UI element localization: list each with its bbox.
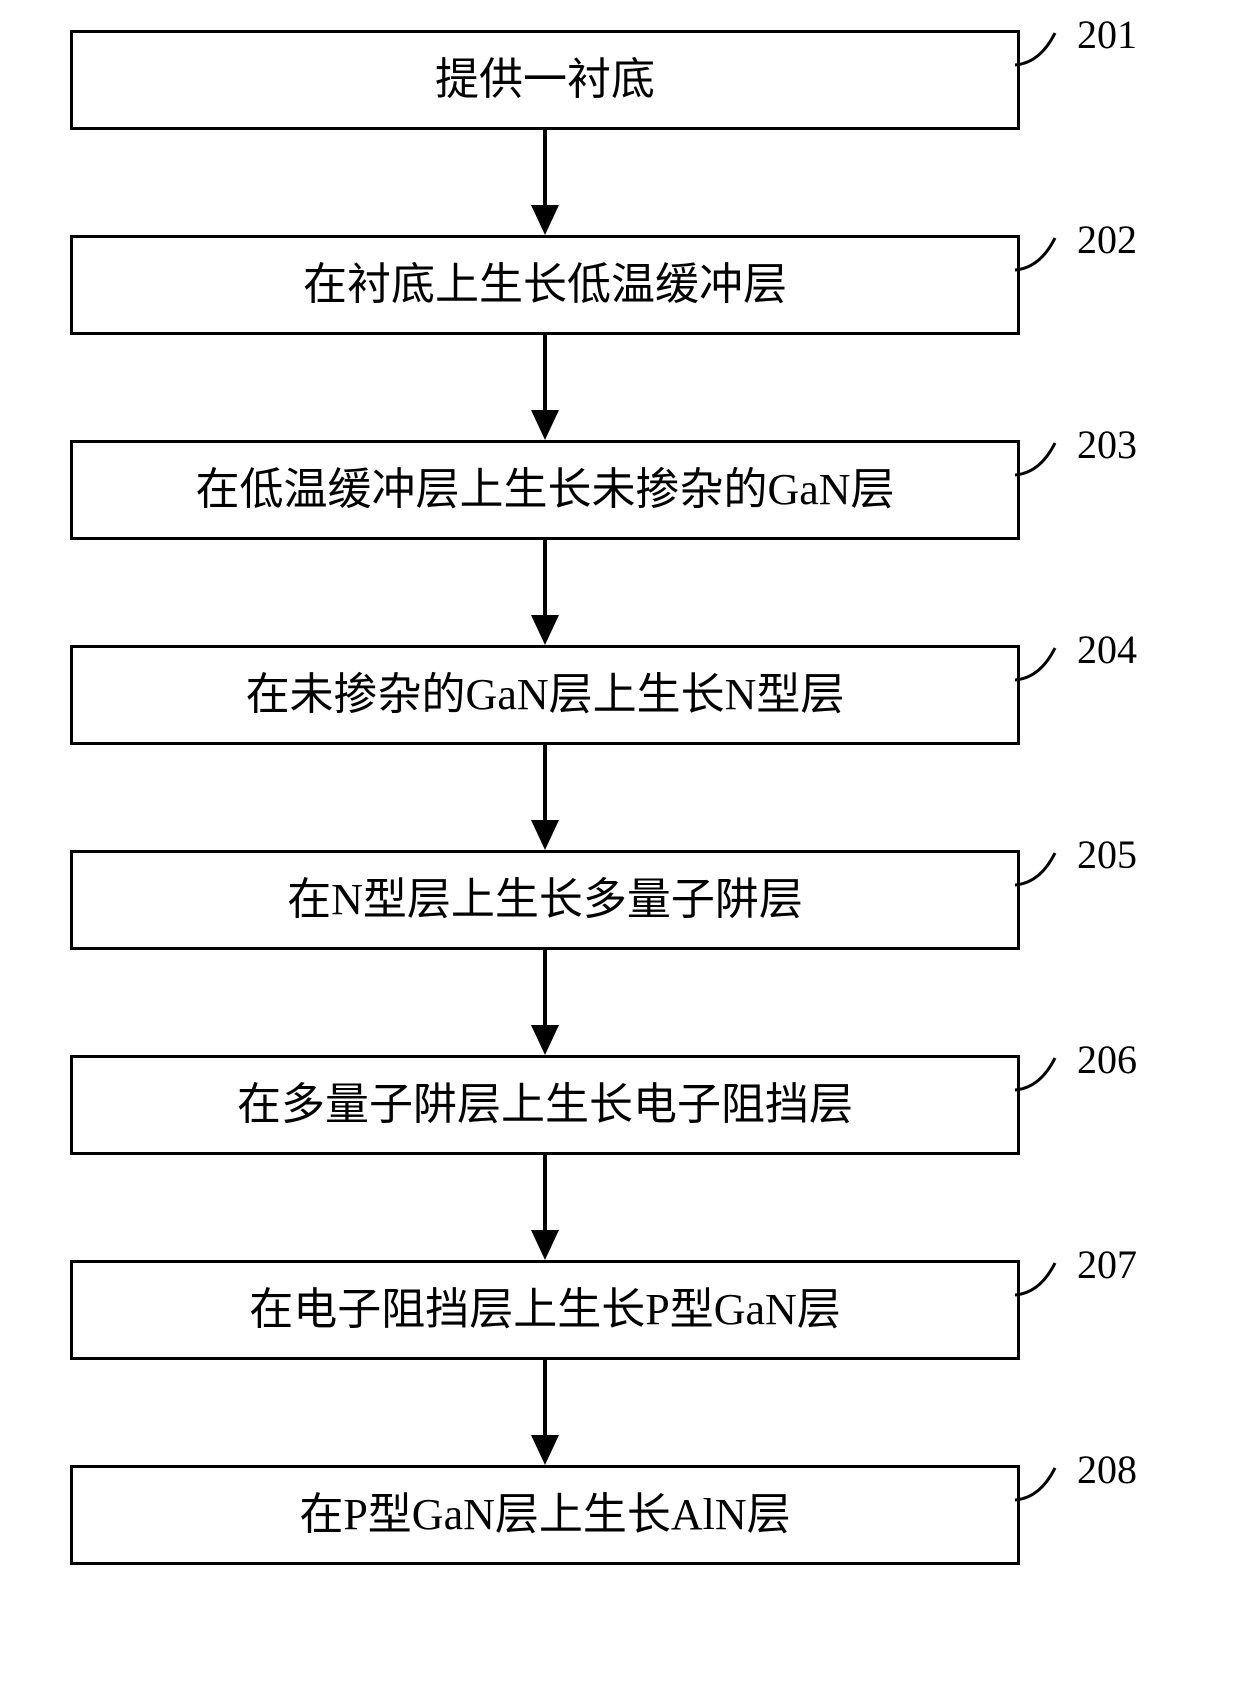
step-label: 206 bbox=[1077, 1036, 1137, 1083]
label-container: 204 bbox=[1015, 638, 1137, 688]
step-text: 在P型GaN层上生长AlN层 bbox=[299, 1489, 790, 1542]
step-box-205: 在N型层上生长多量子阱层 205 bbox=[70, 850, 1020, 950]
curve-connector-icon bbox=[1015, 1048, 1075, 1098]
step-text: 在多量子阱层上生长电子阻挡层 bbox=[237, 1079, 853, 1132]
step-box-201: 提供一衬底 201 bbox=[70, 30, 1020, 130]
arrow-connector bbox=[70, 335, 1020, 440]
arrow-head-icon bbox=[531, 1025, 559, 1055]
label-container: 206 bbox=[1015, 1048, 1137, 1098]
arrow-connector bbox=[70, 540, 1020, 645]
step-label: 205 bbox=[1077, 831, 1137, 878]
step-label: 201 bbox=[1077, 11, 1137, 58]
curve-connector-icon bbox=[1015, 1458, 1075, 1508]
arrow-head-icon bbox=[531, 205, 559, 235]
step-text: 在衬底上生长低温缓冲层 bbox=[303, 259, 787, 312]
label-container: 203 bbox=[1015, 433, 1137, 483]
arrow-connector bbox=[70, 1360, 1020, 1465]
label-container: 201 bbox=[1015, 23, 1137, 73]
step-box-204: 在未掺杂的GaN层上生长N型层 204 bbox=[70, 645, 1020, 745]
step-box-208: 在P型GaN层上生长AlN层 208 bbox=[70, 1465, 1020, 1565]
arrow-line bbox=[543, 1360, 547, 1435]
step-label: 208 bbox=[1077, 1446, 1137, 1493]
curve-connector-icon bbox=[1015, 1253, 1075, 1303]
step-box-203: 在低温缓冲层上生长未掺杂的GaN层 203 bbox=[70, 440, 1020, 540]
label-container: 205 bbox=[1015, 843, 1137, 893]
flowchart-container: 提供一衬底 201 在衬底上生长低温缓冲层 202 在低温缓冲层上生长未掺杂的G… bbox=[70, 30, 1170, 1565]
arrow-line bbox=[543, 335, 547, 410]
curve-connector-icon bbox=[1015, 433, 1075, 483]
arrow-connector bbox=[70, 745, 1020, 850]
step-text: 在N型层上生长多量子阱层 bbox=[287, 874, 803, 927]
arrow-line bbox=[543, 950, 547, 1025]
arrow-line bbox=[543, 1155, 547, 1230]
step-label: 203 bbox=[1077, 421, 1137, 468]
curve-connector-icon bbox=[1015, 843, 1075, 893]
arrow-line bbox=[543, 130, 547, 205]
curve-connector-icon bbox=[1015, 228, 1075, 278]
arrow-line bbox=[543, 540, 547, 615]
step-box-207: 在电子阻挡层上生长P型GaN层 207 bbox=[70, 1260, 1020, 1360]
curve-connector-icon bbox=[1015, 638, 1075, 688]
step-text: 在电子阻挡层上生长P型GaN层 bbox=[249, 1284, 841, 1337]
label-container: 202 bbox=[1015, 228, 1137, 278]
step-text: 在未掺杂的GaN层上生长N型层 bbox=[246, 669, 845, 722]
step-box-206: 在多量子阱层上生长电子阻挡层 206 bbox=[70, 1055, 1020, 1155]
step-label: 207 bbox=[1077, 1241, 1137, 1288]
step-label: 204 bbox=[1077, 626, 1137, 673]
curve-connector-icon bbox=[1015, 23, 1075, 73]
arrow-head-icon bbox=[531, 1435, 559, 1465]
arrow-connector bbox=[70, 950, 1020, 1055]
step-text: 在低温缓冲层上生长未掺杂的GaN层 bbox=[195, 464, 894, 517]
label-container: 208 bbox=[1015, 1458, 1137, 1508]
arrow-head-icon bbox=[531, 615, 559, 645]
arrow-connector bbox=[70, 130, 1020, 235]
step-label: 202 bbox=[1077, 216, 1137, 263]
arrow-connector bbox=[70, 1155, 1020, 1260]
arrow-head-icon bbox=[531, 1230, 559, 1260]
label-container: 207 bbox=[1015, 1253, 1137, 1303]
arrow-line bbox=[543, 745, 547, 820]
step-text: 提供一衬底 bbox=[435, 54, 655, 107]
arrow-head-icon bbox=[531, 410, 559, 440]
arrow-head-icon bbox=[531, 820, 559, 850]
step-box-202: 在衬底上生长低温缓冲层 202 bbox=[70, 235, 1020, 335]
